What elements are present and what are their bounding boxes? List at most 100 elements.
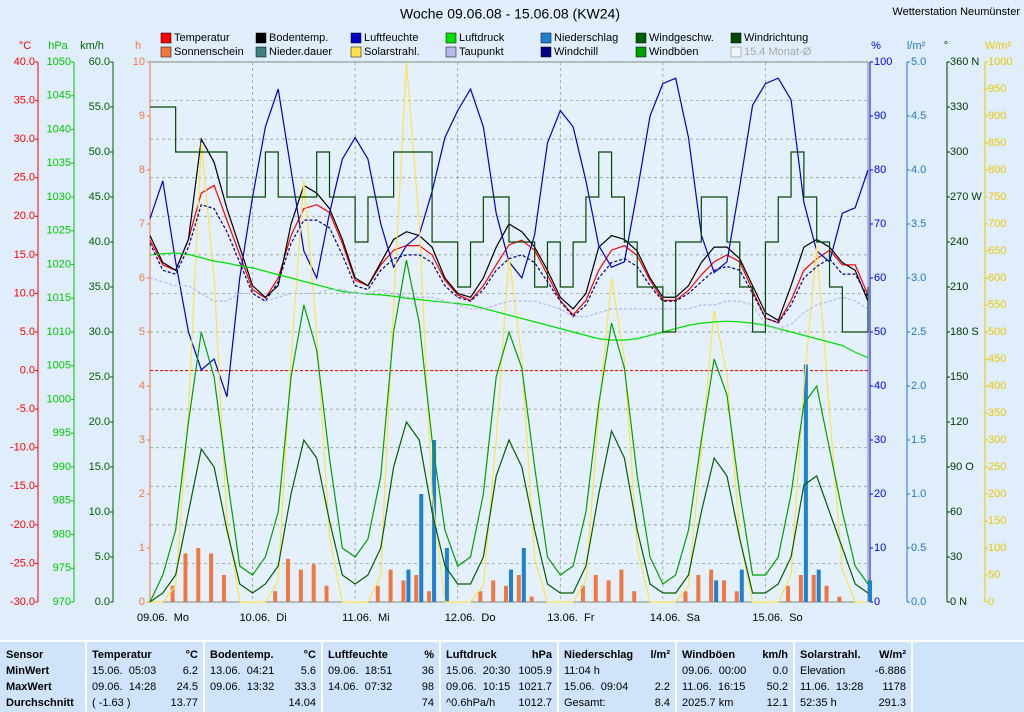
y-tick-label: 1040 bbox=[47, 123, 71, 135]
bar bbox=[593, 575, 598, 602]
x-tick-label: 12.06. Do bbox=[445, 612, 496, 624]
y-tick-label: 4.5 bbox=[911, 110, 926, 122]
cell-value: 12.1 bbox=[767, 697, 788, 709]
station-name: Wetterstation Neumünster bbox=[892, 6, 1020, 18]
series-line bbox=[149, 259, 869, 603]
y-tick-label: 2 bbox=[139, 488, 145, 500]
y-tick-label: 1.5 bbox=[911, 434, 926, 446]
y-tick-label: 300 bbox=[950, 146, 968, 158]
cell-text: 52:35 h bbox=[800, 697, 837, 709]
y-tick-label: 550 bbox=[988, 299, 1006, 311]
legend-swatch bbox=[540, 46, 552, 58]
cell-value: 98 bbox=[422, 681, 434, 693]
cell-value: 1178 bbox=[882, 681, 906, 693]
bar bbox=[504, 585, 508, 602]
y-tick-label: 0.5 bbox=[911, 542, 926, 554]
bar bbox=[273, 591, 278, 602]
y-tick-label: 850 bbox=[988, 137, 1006, 149]
legend-swatch bbox=[540, 32, 552, 44]
y-tick-label: 80 bbox=[874, 164, 886, 176]
y-tick-label: -25.0 bbox=[10, 557, 35, 569]
legend-checkbox bbox=[730, 46, 742, 58]
y-tick-label: 90 O bbox=[950, 461, 974, 473]
bar bbox=[406, 569, 411, 602]
legend-label: Nieder.dauer bbox=[269, 46, 332, 58]
bar bbox=[824, 585, 829, 602]
bar bbox=[444, 548, 449, 602]
y-tick-label: 7 bbox=[139, 218, 145, 230]
y-tick-label: 35.0 bbox=[89, 281, 110, 293]
chart-title: Woche 09.06.08 - 15.06.08 (KW24) bbox=[400, 6, 620, 22]
bar bbox=[419, 494, 424, 602]
cell-text: 11:04 h bbox=[564, 665, 600, 677]
y-tick-label: 45.0 bbox=[89, 191, 110, 203]
y-tick-label: -20.0 bbox=[10, 519, 35, 531]
cell-text: Durchschnitt bbox=[6, 697, 74, 709]
y-tick-label: 600 bbox=[988, 272, 1006, 284]
y-tick-label: 0 bbox=[139, 596, 145, 608]
bar bbox=[311, 564, 316, 602]
y-tick-label: 50.0 bbox=[89, 146, 110, 158]
bar bbox=[580, 585, 585, 602]
y-tick-label: 150 bbox=[988, 515, 1006, 527]
y-tick-label: 10.0 bbox=[14, 287, 35, 299]
y-tick-label: 900 bbox=[988, 110, 1006, 122]
bar bbox=[414, 575, 419, 602]
y-tick-label: 0.0 bbox=[911, 596, 926, 608]
bar bbox=[721, 580, 726, 602]
column-header: Niederschlag bbox=[564, 649, 633, 661]
legend-swatch bbox=[160, 32, 172, 44]
legend-swatch bbox=[445, 32, 457, 44]
legend-swatch bbox=[160, 46, 172, 58]
y-tick-label: 1 bbox=[139, 542, 145, 554]
cell-text: 14.06. 07:32 bbox=[328, 681, 392, 693]
bar bbox=[375, 585, 380, 602]
bar bbox=[427, 591, 432, 602]
y-tick-label: 800 bbox=[988, 164, 1006, 176]
y-tick-label: 1000 bbox=[47, 393, 71, 405]
y-tick-label: -15.0 bbox=[10, 480, 35, 492]
column-unit: hPa bbox=[532, 649, 553, 661]
bar bbox=[619, 569, 624, 602]
y-tick-label: 30.0 bbox=[89, 326, 110, 338]
y-tick-label: 1020 bbox=[47, 258, 71, 270]
cell-text: 09.06. 14:28 bbox=[92, 681, 156, 693]
y-tick-label: -5.0 bbox=[16, 403, 35, 415]
column-header: Luftfeuchte bbox=[328, 649, 388, 661]
y-tick-label: 2.5 bbox=[911, 326, 926, 338]
cell-text: 15.06. 05:03 bbox=[92, 665, 156, 677]
y-tick-label: 15.0 bbox=[14, 249, 35, 261]
cell-text: 15.06. 09:04 bbox=[564, 681, 628, 693]
column-header: Luftdruck bbox=[446, 649, 498, 661]
y-tick-label: 30 bbox=[950, 551, 962, 563]
bar bbox=[221, 575, 226, 602]
bar bbox=[709, 569, 714, 602]
y-tick-label: 1.0 bbox=[911, 488, 926, 500]
axis-unit: °C bbox=[19, 40, 31, 52]
legend-label: Windchill bbox=[554, 46, 598, 58]
y-tick-label: 1000 bbox=[988, 56, 1012, 68]
y-tick-label: 0 bbox=[988, 596, 994, 608]
axis-unit: h bbox=[135, 40, 141, 52]
y-tick-label: 200 bbox=[988, 488, 1006, 500]
y-tick-label: 25.0 bbox=[89, 371, 110, 383]
cell-value: 0.0 bbox=[773, 665, 788, 677]
y-tick-label: 300 bbox=[988, 434, 1006, 446]
bar bbox=[170, 585, 175, 602]
bar bbox=[606, 580, 611, 602]
stats-panel bbox=[0, 641, 1024, 712]
bar bbox=[509, 569, 513, 602]
cell-text: 11.06. 16:15 bbox=[682, 681, 745, 693]
column-unit: W/m² bbox=[879, 649, 906, 661]
series-line bbox=[149, 277, 869, 329]
y-tick-label: 270 W bbox=[950, 191, 982, 203]
y-tick-label: 15.0 bbox=[89, 461, 110, 473]
y-tick-label: 1045 bbox=[47, 90, 71, 102]
y-tick-label: 2.0 bbox=[911, 380, 926, 392]
cell-text: 11.06. 13:28 bbox=[800, 681, 863, 693]
y-tick-label: 3 bbox=[139, 434, 145, 446]
column-unit: km/h bbox=[762, 649, 788, 661]
bar bbox=[401, 580, 406, 602]
column-unit: % bbox=[424, 649, 434, 661]
legend-swatch bbox=[255, 46, 267, 58]
